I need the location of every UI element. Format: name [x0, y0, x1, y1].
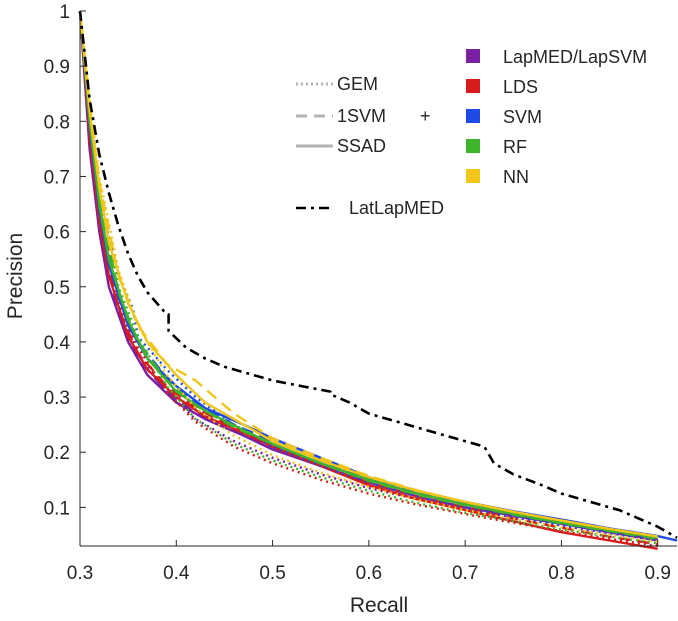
legend-swatch-svm — [466, 109, 480, 123]
legend: GEM 1SVM SSAD + LapMED/LapSVM LDS SVM RF NN LatLa… — [296, 47, 647, 218]
y-tick-label: 0.1 — [44, 498, 70, 519]
y-tick-label: 0.3 — [44, 388, 70, 409]
legend-latlapmed-label: LatLapMED — [349, 198, 444, 218]
y-tick-label: 0.4 — [44, 333, 71, 354]
legend-style-label: GEM — [337, 74, 378, 94]
legend-style-label: SSAD — [337, 136, 386, 156]
series-line-nn-solid — [78, 10, 658, 538]
y-axis-label: Precision — [4, 233, 27, 319]
axes — [79, 10, 677, 547]
legend-method-label: LapMED/LapSVM — [503, 47, 647, 67]
series-line-svm-solid — [78, 10, 678, 542]
legend-method-label: LDS — [503, 77, 538, 97]
x-tick-label: 0.6 — [356, 563, 382, 584]
tick-labels: 0.3 0.4 0.5 0.6 0.7 0.8 0.9 0.1 0.2 0.3 0.4 0.5 0.6 0… — [44, 2, 671, 584]
legend-method-label: RF — [503, 137, 527, 157]
legend-plus: + — [420, 106, 431, 126]
y-tick-label: 0.9 — [44, 57, 70, 78]
y-tick-label: 0.2 — [44, 443, 70, 464]
y-tick-label: 0.6 — [44, 223, 70, 244]
y-tick-label: 0.5 — [44, 278, 70, 299]
x-tick-label: 0.8 — [548, 563, 574, 584]
legend-swatch-lds — [466, 79, 480, 93]
series-line-nn-dashed — [78, 10, 658, 538]
legend-swatch-lapmed-lapsvm — [466, 49, 480, 63]
plot-area — [78, 10, 678, 550]
y-tick-label: 0.7 — [44, 167, 70, 188]
legend-method-label: SVM — [503, 107, 542, 127]
legend-swatch-nn — [466, 169, 480, 183]
legend-swatch-rf — [466, 139, 480, 153]
legend-method-label: NN — [503, 167, 529, 187]
x-axis-label: Recall — [350, 594, 408, 617]
x-tick-label: 0.7 — [452, 563, 478, 584]
y-tick-label: 0.8 — [44, 112, 70, 133]
y-tick-label: 1 — [59, 2, 70, 23]
x-tick-label: 0.3 — [67, 563, 93, 584]
legend-style-label: 1SVM — [337, 106, 386, 126]
x-tick-label: 0.9 — [645, 563, 671, 584]
x-tick-label: 0.5 — [259, 563, 285, 584]
x-tick-label: 0.4 — [163, 563, 190, 584]
series-line-latlapmed-dashdot — [78, 10, 678, 539]
